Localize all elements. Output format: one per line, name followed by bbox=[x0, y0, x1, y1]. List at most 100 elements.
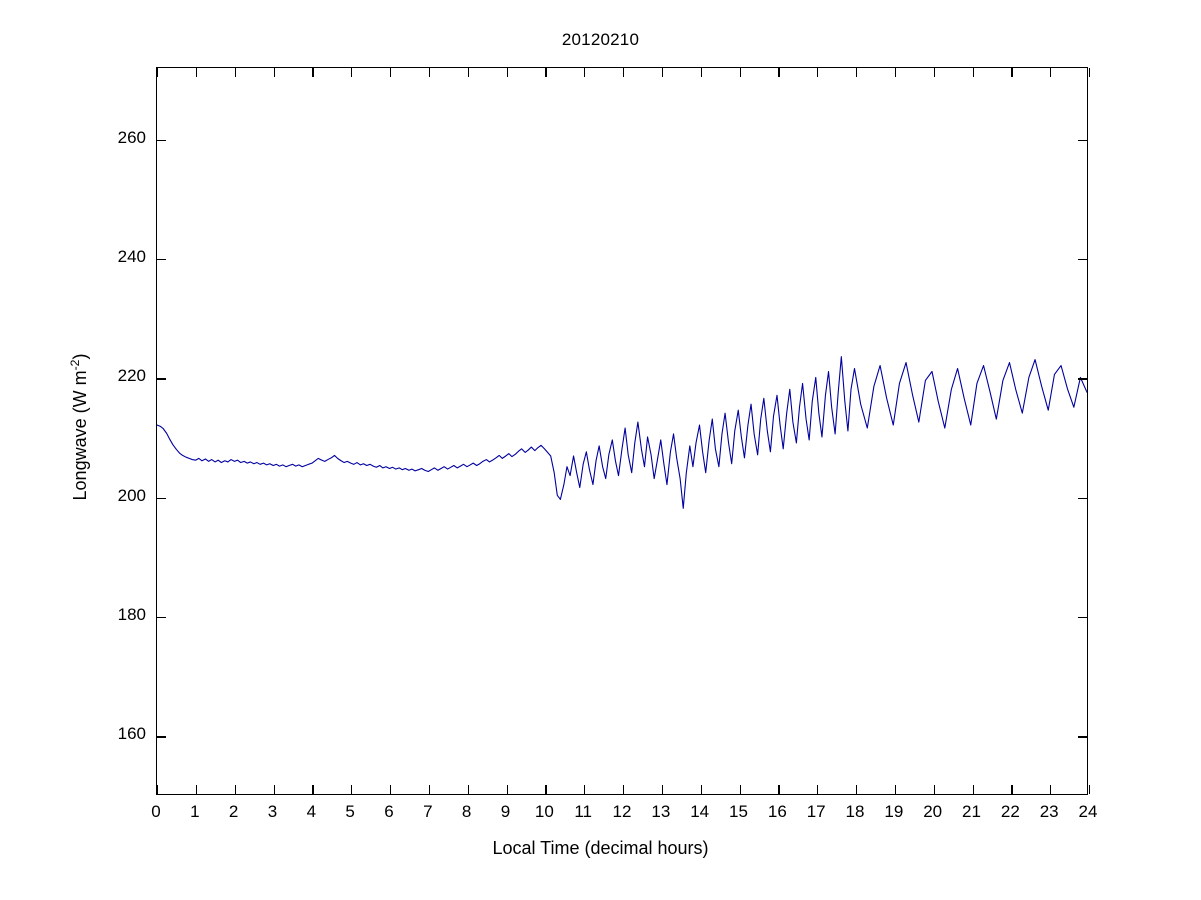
x-tick-label: 14 bbox=[690, 802, 710, 821]
x-tick-label: 5 bbox=[345, 802, 355, 821]
y-tick-right bbox=[1078, 378, 1087, 380]
x-tick-bottom bbox=[312, 785, 314, 794]
x-tick-label: 17 bbox=[806, 802, 826, 821]
x-tick-top bbox=[390, 68, 392, 77]
x-tick-bottom bbox=[894, 785, 897, 794]
x-tick-top bbox=[1011, 68, 1013, 77]
y-tick-label: 180 bbox=[117, 604, 146, 624]
x-tick-label: 20 bbox=[923, 802, 943, 821]
x-tick-label: 8 bbox=[461, 802, 472, 821]
x-tick-label: 23 bbox=[1039, 802, 1059, 821]
x-tick-bottom bbox=[739, 785, 741, 794]
y-tick-label: 240 bbox=[117, 246, 146, 266]
x-tick-bottom bbox=[700, 785, 702, 794]
x-tick-label: 22 bbox=[1000, 802, 1020, 821]
x-tick-label: 10 bbox=[534, 802, 554, 821]
x-tick-bottom bbox=[817, 785, 819, 794]
x-tick-label: 3 bbox=[267, 802, 278, 821]
x-tick-bottom bbox=[856, 785, 858, 794]
x-tick-top bbox=[972, 68, 974, 77]
x-tick-label: 19 bbox=[884, 802, 904, 821]
plot-area bbox=[156, 67, 1091, 795]
y-axis-title-paren: ) bbox=[70, 353, 90, 360]
x-tick-label: 21 bbox=[962, 802, 981, 821]
x-tick-top bbox=[778, 68, 780, 77]
x-tick-top bbox=[234, 68, 236, 77]
y-tick-right bbox=[1078, 139, 1087, 141]
x-tick-bottom bbox=[1050, 785, 1052, 794]
x-tick-bottom bbox=[234, 785, 236, 794]
x-tick-bottom bbox=[273, 785, 275, 794]
x-tick-top bbox=[157, 68, 159, 77]
x-tick-top bbox=[467, 68, 469, 77]
x-tick-bottom bbox=[1089, 785, 1091, 794]
y-tick-label: 160 bbox=[117, 724, 146, 744]
y-tick-right bbox=[1078, 736, 1087, 738]
y-axis-title-exponent: -2 bbox=[68, 359, 82, 371]
x-tick-top bbox=[1050, 68, 1052, 77]
x-tick-top bbox=[856, 68, 858, 77]
y-tick-left bbox=[157, 258, 166, 261]
x-tick-bottom bbox=[506, 785, 508, 794]
y-tick-right bbox=[1078, 497, 1087, 499]
x-tick-top bbox=[312, 68, 314, 77]
x-tick-label: 7 bbox=[423, 802, 433, 821]
y-tick-label: 260 bbox=[117, 127, 146, 147]
x-tick-top bbox=[933, 68, 935, 77]
page-title: 20120210 bbox=[561, 30, 640, 49]
x-tick-bottom bbox=[584, 785, 586, 794]
y-axis-title-wrapper: Longwave (W m-2) bbox=[68, 150, 91, 710]
y-tick-right bbox=[1078, 258, 1087, 261]
x-axis-title: Local Time (decimal hours) bbox=[0, 838, 1201, 859]
x-tick-bottom bbox=[972, 785, 974, 794]
x-tick-label: 24 bbox=[1078, 802, 1098, 821]
x-tick-label: 0 bbox=[151, 802, 161, 821]
x-tick-top bbox=[1089, 68, 1091, 77]
x-tick-bottom bbox=[428, 785, 431, 794]
x-tick-bottom bbox=[623, 785, 625, 794]
x-tick-bottom bbox=[157, 785, 159, 794]
x-axis-title-text: Local Time (decimal hours) bbox=[492, 838, 709, 858]
x-tick-top bbox=[700, 68, 702, 77]
x-tick-label: 9 bbox=[500, 802, 511, 821]
y-axis-title: Longwave (W m-2) bbox=[68, 147, 91, 707]
x-tick-bottom bbox=[390, 785, 392, 794]
data-series-longwave bbox=[157, 356, 1087, 509]
y-tick-left bbox=[157, 497, 166, 499]
x-tick-bottom bbox=[778, 785, 780, 794]
x-tick-top bbox=[894, 68, 897, 77]
x-tick-bottom bbox=[1011, 785, 1013, 794]
x-tick-bottom bbox=[195, 785, 198, 794]
x-tick-top bbox=[584, 68, 586, 77]
x-tick-label: 11 bbox=[574, 802, 592, 821]
y-tick-right bbox=[1078, 616, 1087, 619]
x-tick-top bbox=[506, 68, 508, 77]
x-tick-label: 6 bbox=[384, 802, 394, 821]
x-tick-label: 4 bbox=[306, 802, 317, 821]
y-tick-left bbox=[157, 378, 166, 380]
x-tick-top bbox=[351, 68, 353, 77]
x-tick-label: 1 bbox=[190, 802, 200, 821]
x-tick-label: 16 bbox=[767, 802, 787, 821]
y-tick-left bbox=[157, 616, 166, 619]
x-tick-top bbox=[817, 68, 819, 77]
x-tick-label: 12 bbox=[612, 802, 632, 821]
y-tick-label: 220 bbox=[117, 366, 146, 386]
x-tick-top bbox=[661, 68, 664, 77]
x-tick-bottom bbox=[661, 785, 664, 794]
x-tick-top bbox=[623, 68, 625, 77]
x-tick-top bbox=[739, 68, 741, 77]
x-tick-label: 13 bbox=[651, 802, 671, 821]
x-tick-label: 2 bbox=[228, 802, 239, 821]
y-tick-label: 200 bbox=[117, 485, 146, 505]
x-tick-label: 15 bbox=[729, 802, 748, 821]
y-tick-left bbox=[157, 139, 166, 141]
x-tick-bottom bbox=[351, 785, 353, 794]
y-tick-left bbox=[157, 736, 166, 738]
x-tick-top bbox=[195, 68, 198, 77]
x-tick-bottom bbox=[467, 785, 469, 794]
x-tick-top bbox=[273, 68, 275, 77]
x-tick-top bbox=[545, 68, 547, 77]
x-tick-bottom bbox=[545, 785, 547, 794]
